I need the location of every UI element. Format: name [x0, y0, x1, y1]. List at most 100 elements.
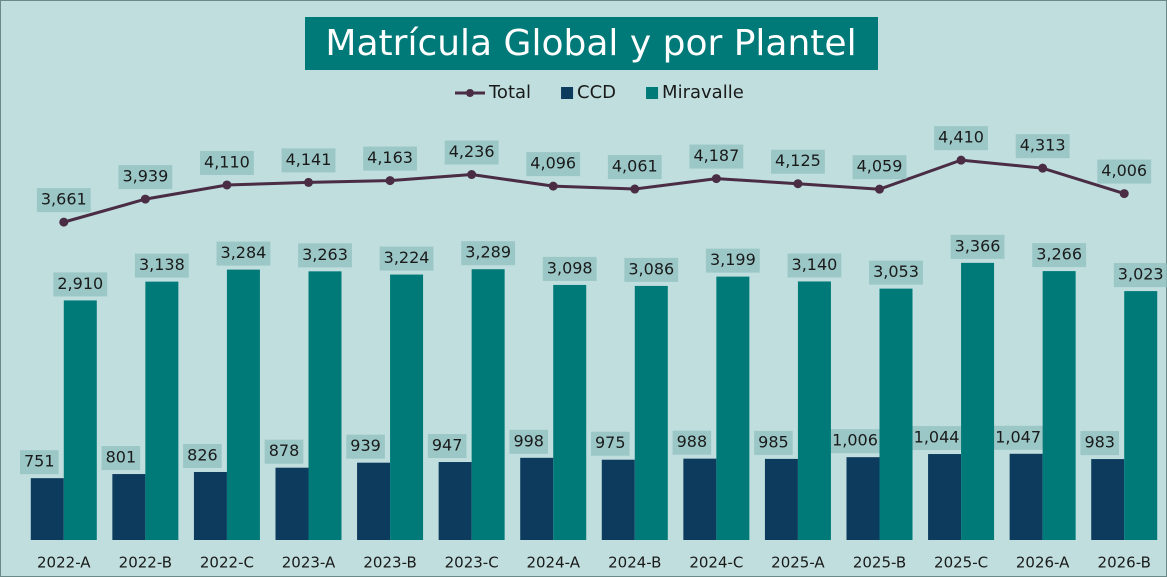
bar — [961, 262, 995, 540]
total-label-box — [607, 155, 662, 180]
line-marker — [630, 184, 640, 194]
data-label: 2,910 — [57, 274, 103, 293]
line-marker — [222, 180, 232, 190]
data-label-box — [427, 434, 467, 459]
total-label: 4,096 — [530, 154, 576, 173]
bar — [471, 269, 505, 540]
data-label: 983 — [1084, 433, 1115, 452]
total-label: 3,939 — [122, 167, 168, 186]
total-label-box — [118, 165, 173, 190]
data-label-box — [1113, 263, 1167, 288]
total-label: 4,006 — [1101, 161, 1147, 180]
bar — [797, 281, 831, 540]
line-marker — [304, 177, 313, 187]
data-label-box — [991, 425, 1046, 450]
data-label-box — [509, 429, 548, 454]
data-label-box — [828, 429, 882, 454]
data-label-box — [909, 426, 964, 451]
x-tick-label: 2024-A — [526, 554, 580, 572]
bar — [112, 474, 146, 540]
total-label-box — [363, 146, 417, 171]
total-label: 4,410 — [938, 128, 984, 147]
total-label-box — [771, 149, 825, 174]
bar — [1042, 271, 1076, 540]
data-label: 3,053 — [873, 262, 919, 281]
line-marker — [385, 176, 395, 186]
data-label: 3,199 — [710, 250, 756, 269]
bar — [683, 458, 717, 540]
total-label: 4,110 — [204, 152, 250, 171]
x-tick-label: 2023-C — [445, 554, 499, 572]
data-label-box — [1032, 243, 1087, 268]
x-tick-label: 2025-A — [771, 554, 825, 572]
bar — [553, 284, 587, 540]
bar — [308, 271, 342, 540]
data-label-box — [461, 241, 516, 266]
data-label-box — [624, 257, 679, 282]
x-tick-label: 2026-B — [1098, 554, 1151, 572]
total-label-box — [36, 188, 91, 213]
data-label-box — [264, 439, 304, 464]
total-label-box — [1097, 159, 1152, 184]
data-label-box — [869, 260, 923, 285]
bar — [928, 454, 962, 540]
data-label: 1,006 — [832, 431, 878, 450]
x-tick-label: 2022-C — [200, 554, 254, 572]
data-label-box — [53, 272, 108, 297]
line-marker — [793, 179, 803, 189]
line-marker — [711, 174, 721, 184]
line-marker — [140, 194, 150, 204]
data-label-box — [754, 430, 793, 455]
total-label: 4,187 — [693, 146, 739, 165]
data-label: 3,140 — [792, 255, 838, 274]
total-label: 4,141 — [286, 150, 332, 169]
legend-marker — [466, 89, 474, 97]
data-label-box — [298, 243, 352, 268]
legend-label: Miravalle — [662, 82, 744, 103]
data-label: 3,138 — [139, 255, 185, 274]
data-label: 975 — [595, 433, 626, 452]
data-label: 947 — [432, 436, 463, 455]
total-label-box — [444, 140, 499, 165]
bar — [634, 285, 668, 540]
line-marker — [956, 155, 966, 165]
line-marker — [59, 217, 69, 227]
x-tick-label: 2024-C — [689, 554, 743, 572]
legend-swatch — [646, 87, 659, 99]
x-tick-label: 2023-B — [363, 554, 416, 572]
data-label: 988 — [677, 432, 708, 451]
total-label: 3,661 — [41, 190, 87, 209]
line — [63, 158, 1125, 224]
x-tick-label: 2022-A — [37, 554, 91, 572]
data-label: 985 — [758, 432, 789, 451]
line-marker — [875, 184, 884, 194]
total-label: 4,059 — [857, 157, 903, 176]
data-label: 3,224 — [384, 248, 430, 267]
bar — [601, 459, 635, 540]
total-label: 4,061 — [612, 157, 658, 176]
x-tick-label: 2026-A — [1016, 554, 1070, 572]
total-label: 4,125 — [775, 151, 821, 170]
total-label-box — [1015, 134, 1070, 159]
bar — [226, 269, 260, 540]
x-tick-label: 2024-B — [608, 554, 661, 572]
data-label-box — [672, 430, 712, 455]
data-label: 1,047 — [995, 427, 1041, 446]
bar — [1124, 291, 1158, 540]
data-label-box — [542, 256, 597, 281]
data-label-box — [950, 234, 1005, 259]
total-label-box — [200, 150, 254, 175]
data-label: 939 — [350, 436, 381, 455]
data-label: 3,266 — [1036, 245, 1082, 264]
bar — [520, 457, 554, 540]
x-tick-label: 2025-B — [853, 554, 906, 572]
data-label-box — [1080, 431, 1119, 456]
data-label-box — [216, 241, 271, 266]
bar — [63, 300, 97, 540]
legend-label: CCD — [577, 82, 616, 103]
total-label: 4,313 — [1020, 136, 1066, 155]
data-label: 3,098 — [547, 258, 593, 277]
data-label-box — [591, 431, 630, 456]
bar — [879, 288, 913, 540]
